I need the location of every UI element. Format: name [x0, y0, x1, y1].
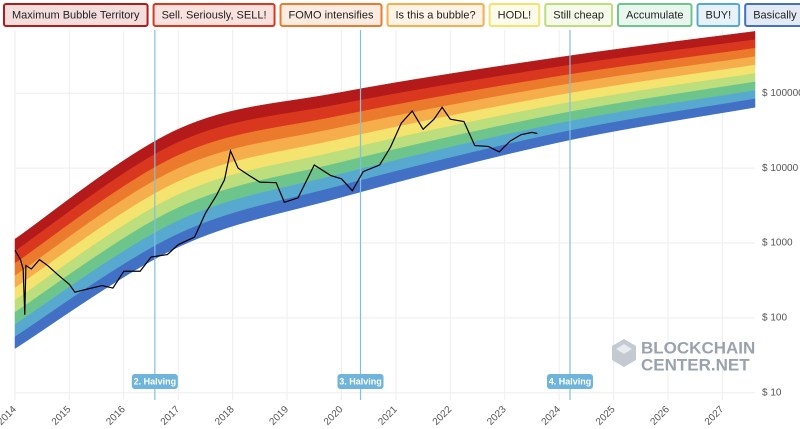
- legend-item: HODL!: [488, 3, 541, 27]
- legend-text: Sell. Seriously, SELL!: [162, 9, 267, 21]
- rainbow-band: [14, 98, 756, 349]
- legend-text: Is this a bubble?: [396, 9, 476, 21]
- legend-box: [617, 3, 693, 27]
- legend-text: Accumulate: [626, 9, 683, 21]
- legend-box: [279, 3, 383, 27]
- legend-text: Basically a Fire Sale: [753, 9, 800, 21]
- y-tick-label: $ 100000: [762, 88, 800, 99]
- halving-label-text: 4. Halving: [549, 376, 592, 386]
- legend-item: Basically a Fire Sale: [744, 3, 800, 27]
- halving-label-box: [547, 374, 593, 389]
- halving-label: 3. Halving: [337, 374, 384, 389]
- y-tick-label: $ 1000: [762, 238, 793, 249]
- halving-label: 4. Halving: [547, 374, 593, 389]
- brand-line: BLOCKCHAIN: [641, 338, 755, 357]
- legend-text: BUY!: [706, 9, 732, 21]
- x-tick-label: 2015: [50, 404, 74, 428]
- halving-label: 2. Halving: [131, 374, 178, 389]
- x-tick-label: 2026: [648, 404, 672, 428]
- x-tick-label: 2018: [213, 404, 237, 428]
- legend-box: [3, 3, 149, 27]
- y-tick-label: $ 100: [762, 313, 787, 324]
- legend-item: Is this a bubble?: [386, 3, 485, 27]
- x-tick-label: 2021: [376, 404, 400, 428]
- legend-box: [386, 3, 485, 27]
- x-tick-label: 2020: [322, 404, 346, 428]
- legend-item: Sell. Seriously, SELL!: [152, 3, 276, 27]
- brand-line: CENTER.NET: [641, 355, 750, 374]
- x-tick-label: 2014: [0, 404, 19, 428]
- legend-text: Still cheap: [553, 9, 604, 21]
- legend-text: Maximum Bubble Territory: [12, 9, 140, 21]
- legend-text: FOMO intensifies: [289, 9, 374, 21]
- y-tick-label: $ 10000: [762, 163, 799, 174]
- x-tick-label: 2019: [268, 404, 292, 428]
- legend-item: Still cheap: [544, 3, 614, 27]
- legend-item: Maximum Bubble Territory: [3, 3, 149, 27]
- legend-box: [696, 3, 741, 27]
- halving-label-text: 2. Halving: [134, 376, 177, 386]
- x-tick-label: 2023: [485, 404, 509, 428]
- y-tick-label: $ 10: [762, 387, 782, 398]
- x-tick-label: 2027: [703, 404, 727, 428]
- price-line: [14, 106, 538, 315]
- x-tick-label: 2016: [104, 404, 128, 428]
- x-tick-label: 2017: [159, 404, 183, 428]
- x-tick-label: 2025: [594, 404, 618, 428]
- legend-box: [488, 3, 541, 27]
- halving-label-box: [337, 374, 384, 389]
- x-tick-label: 2022: [431, 404, 455, 428]
- legend-text: HODL!: [498, 9, 532, 21]
- brand-logo: BLOCKCHAIN CENTER.NET: [612, 338, 755, 374]
- legend-box: [544, 3, 614, 27]
- halving-label-text: 3. Halving: [339, 376, 382, 386]
- logo-cube-top: [616, 344, 632, 354]
- legend-box: [744, 3, 800, 27]
- legend-item: Accumulate: [617, 3, 693, 27]
- legend-item: BUY!: [696, 3, 741, 27]
- legend-item: FOMO intensifies: [279, 3, 383, 27]
- halving-label-box: [131, 374, 178, 389]
- legend-box: [152, 3, 276, 27]
- x-tick-label: 2024: [540, 404, 564, 428]
